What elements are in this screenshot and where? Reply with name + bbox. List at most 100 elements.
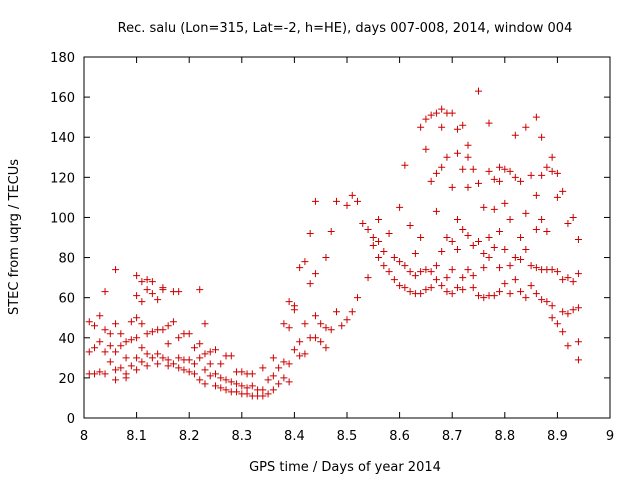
y-tick-label: 160 [50,91,75,106]
data-point-marker [227,378,235,386]
data-point-marker [543,298,551,306]
data-point-marker [354,294,362,302]
data-point-marker [280,374,288,382]
data-point-marker [159,326,167,334]
data-point-marker [522,294,530,302]
data-point-marker [322,344,330,352]
data-point-marker [227,352,235,360]
data-point-marker [311,270,319,278]
data-point-marker [317,338,325,346]
data-point-marker [469,284,477,292]
data-point-marker [285,324,293,332]
data-point-marker [133,314,141,322]
data-point-marker [475,87,482,95]
data-point-marker [453,125,461,133]
data-point-marker [91,370,99,378]
data-point-marker [138,358,146,366]
data-point-marker [143,286,151,294]
data-point-marker [422,115,430,123]
data-point-marker [159,354,167,362]
data-point-marker [143,330,151,338]
data-point-marker [106,342,114,350]
data-point-marker [564,310,572,318]
data-point-marker [448,183,456,191]
data-point-marker [290,306,298,314]
data-point-marker [475,238,482,246]
data-point-marker [553,169,561,177]
data-point-marker [475,179,482,187]
x-tick-label: 8.9 [547,429,568,444]
data-point-marker [180,366,188,374]
data-point-marker [538,296,546,304]
data-point-marker [432,169,440,177]
data-point-marker [85,348,93,356]
data-point-marker [469,272,477,280]
data-point-marker [417,123,425,131]
data-point-marker [438,163,446,171]
data-point-marker [106,358,114,366]
data-point-marker [259,386,267,394]
data-point-marker [459,165,467,173]
data-point-marker [453,284,461,292]
data-point-marker [222,386,230,394]
data-point-marker [485,119,493,127]
data-point-marker [490,175,498,183]
data-point-marker [406,221,414,229]
data-point-marker [464,266,472,274]
data-point-marker [354,197,362,205]
data-point-marker [296,352,304,360]
data-point-marker [496,264,504,272]
data-point-marker [511,131,519,139]
data-point-marker [201,366,209,374]
data-point-marker [448,290,456,298]
data-point-marker [553,268,561,276]
data-point-marker [559,328,567,336]
data-point-marker [532,113,540,121]
data-point-marker [138,298,146,306]
data-point-marker [459,225,467,233]
data-point-marker [259,364,267,372]
data-point-marker [154,296,162,304]
data-point-marker [527,282,535,290]
data-point-marker [432,109,440,117]
data-point-marker [301,258,309,266]
data-point-marker [464,141,472,149]
data-point-marker [154,350,162,358]
data-point-marker [480,203,488,211]
data-point-marker [490,205,498,213]
data-point-marker [133,272,141,280]
data-point-marker [538,171,546,179]
data-point-marker [185,330,193,338]
data-point-marker [322,254,330,262]
x-tick-label: 8.5 [337,429,358,444]
data-point-marker [311,312,319,320]
data-point-marker [96,368,104,376]
data-point-marker [380,262,388,270]
data-point-marker [459,274,467,282]
data-point-marker [343,316,351,324]
data-point-marker [401,262,409,270]
data-point-marker [501,199,509,207]
data-point-marker [206,348,214,356]
data-point-marker [506,215,514,223]
data-point-marker [196,376,204,384]
data-point-marker [511,173,519,181]
data-point-marker [396,203,404,211]
data-point-marker [448,109,456,117]
data-point-marker [401,161,409,169]
data-point-marker [185,356,193,364]
data-point-marker [311,334,319,342]
data-point-marker [543,163,551,171]
data-point-marker [212,346,219,354]
x-tick-label: 8.8 [494,429,515,444]
data-point-marker [511,276,519,284]
data-point-marker [548,167,556,175]
data-point-marker [332,308,340,316]
data-point-marker [485,234,493,241]
data-point-marker [364,274,372,282]
data-point-marker [559,187,567,195]
y-tick-label: 0 [67,412,75,427]
data-point-marker [422,266,430,274]
data-point-marker [348,191,356,199]
x-tick-label: 8.3 [231,429,252,444]
